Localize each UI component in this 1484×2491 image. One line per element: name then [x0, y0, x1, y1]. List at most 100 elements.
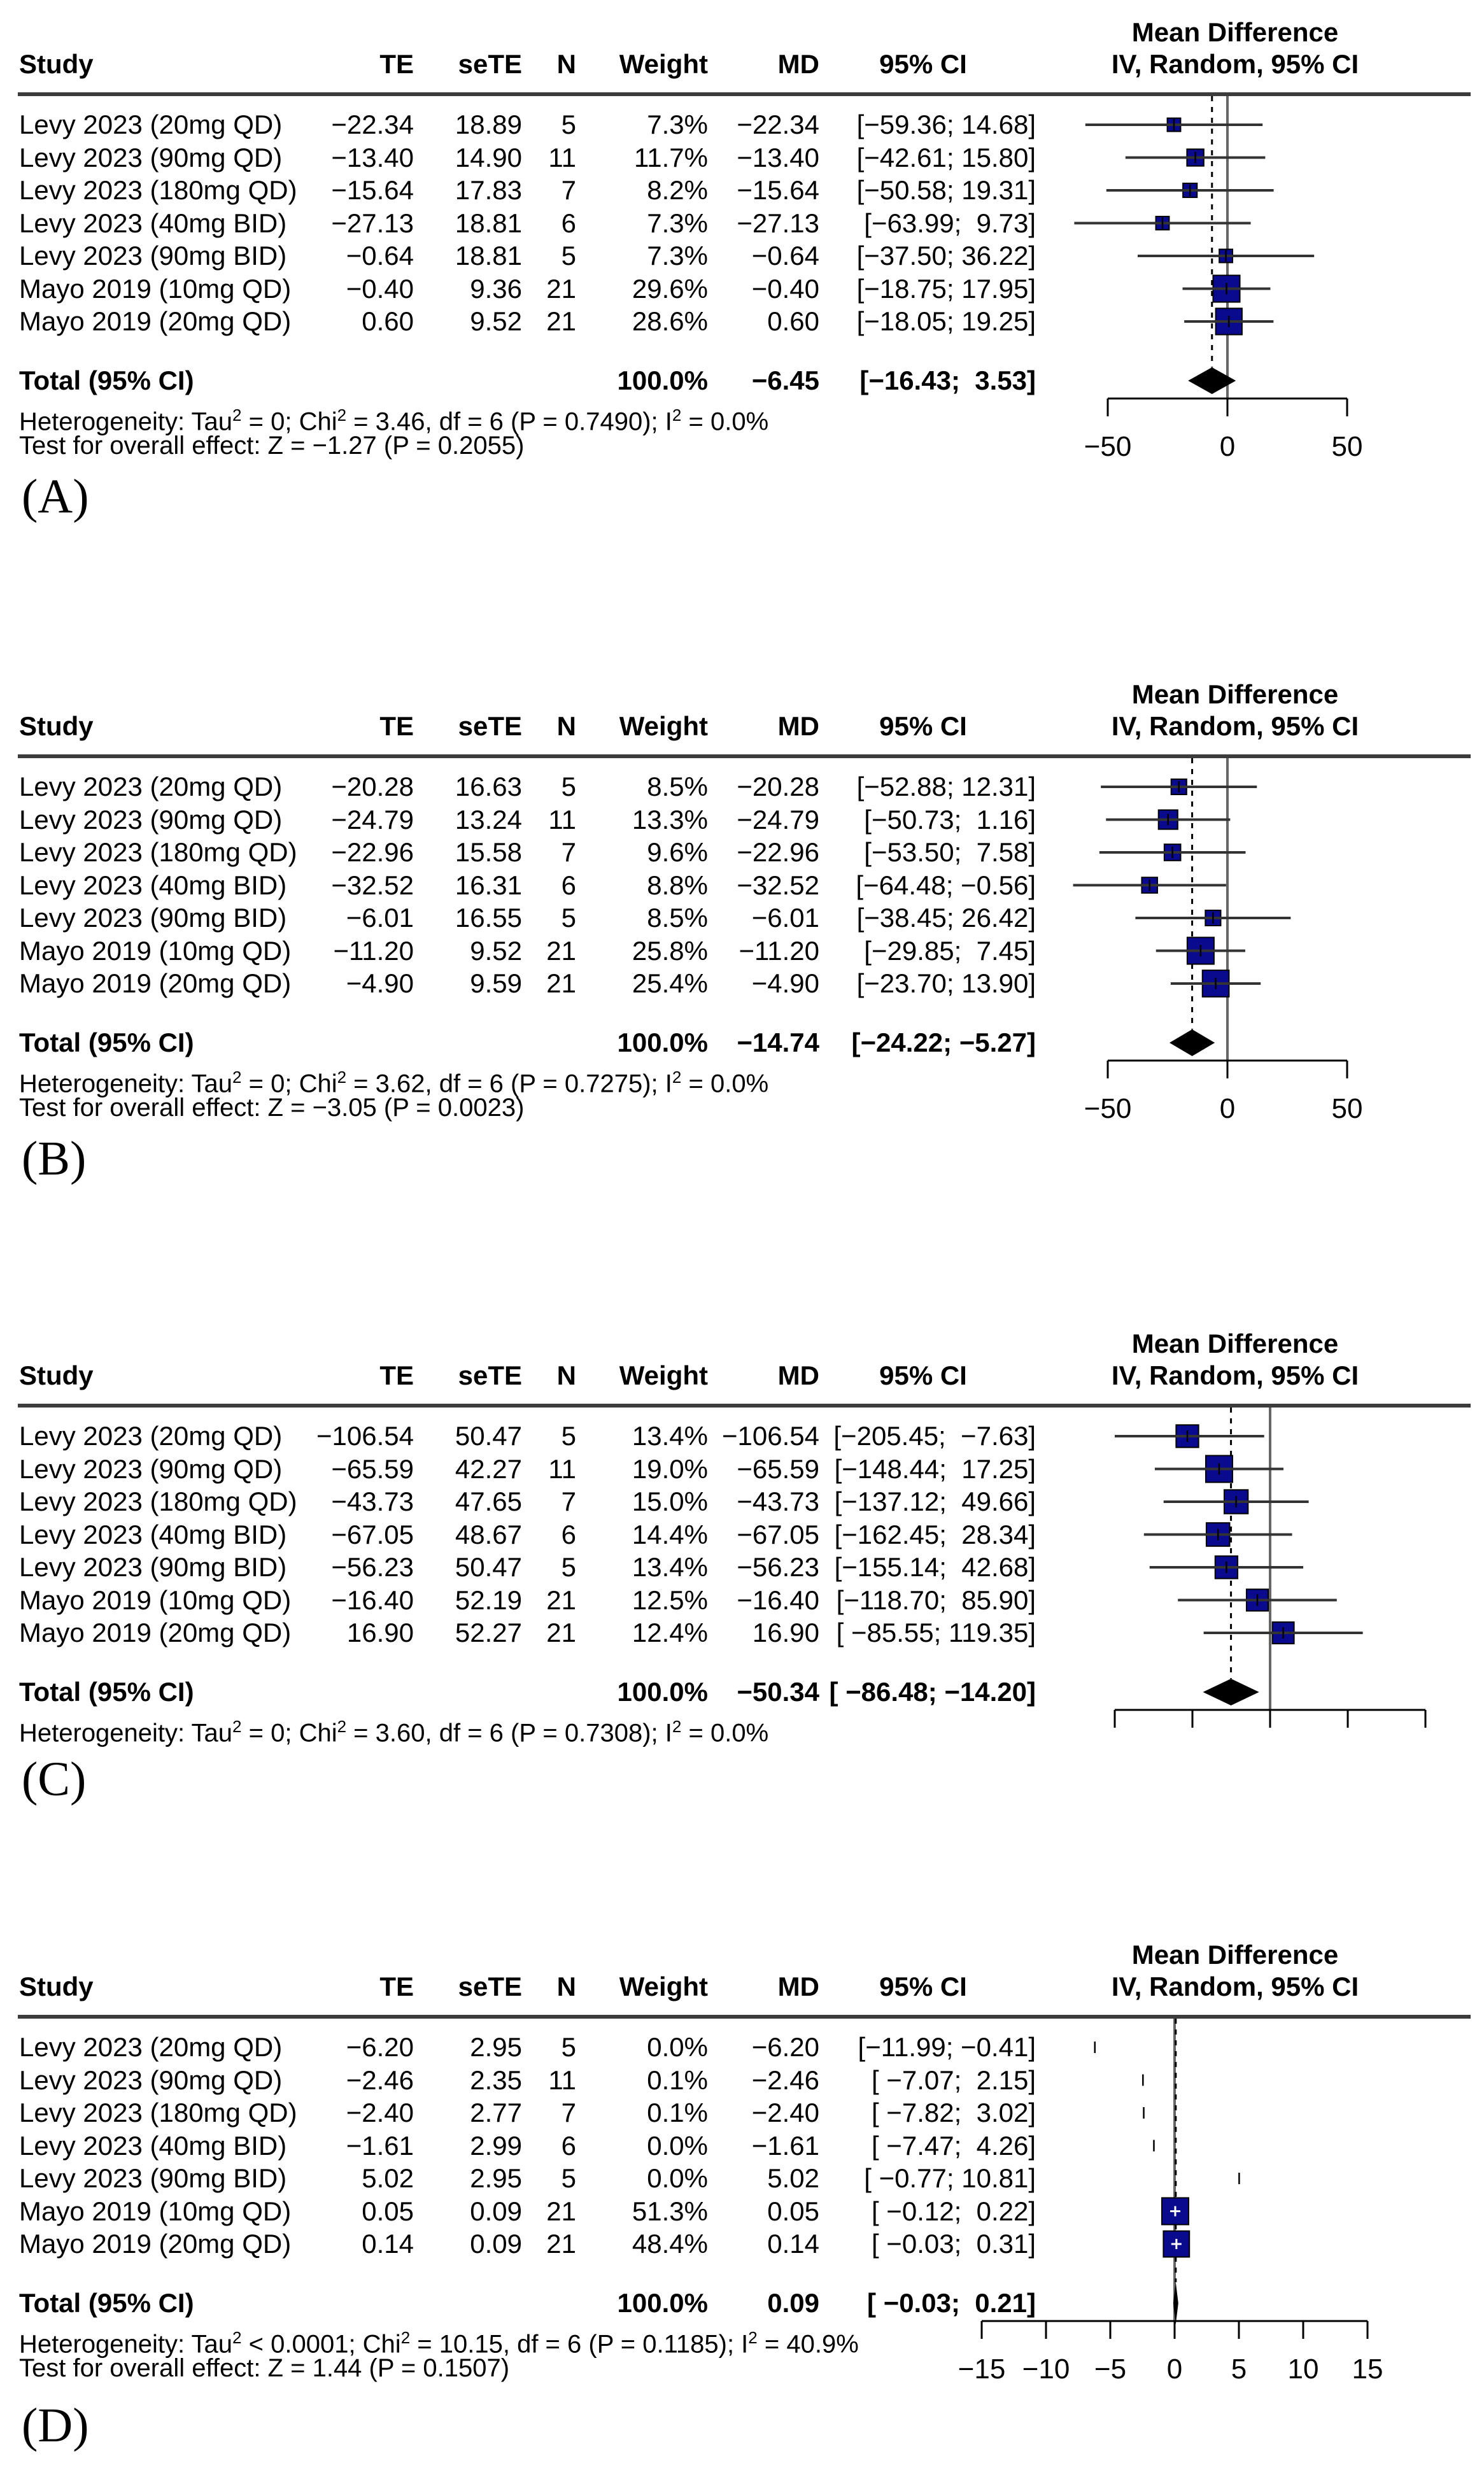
row-n: 7	[561, 175, 576, 205]
row-n: 5	[561, 241, 576, 271]
row-weight: 9.6%	[647, 837, 708, 867]
row-ci: [−137.12; 49.66]	[834, 1486, 1036, 1516]
row-weight: 0.0%	[647, 2130, 708, 2161]
plot-title-line1: Mean Difference	[1131, 1940, 1339, 1970]
column-header-ci: 95% CI	[879, 1972, 967, 2001]
forest-panel-c: Mean Difference IV, Random, 95% CI Study TE…	[0, 1311, 1484, 1973]
row-weight: 11.7%	[634, 142, 708, 173]
row-weight: 25.8%	[632, 935, 708, 966]
axis-tick-label: 0	[1220, 431, 1235, 462]
row-weight: 8.2%	[647, 175, 708, 205]
row-te: −2.46	[346, 2064, 414, 2095]
row-md: −6.20	[751, 2032, 819, 2062]
row-weight: 7.3%	[647, 208, 708, 238]
row-study: Levy 2023 (90mg BID)	[19, 903, 287, 933]
row-md: −0.64	[751, 241, 819, 271]
row-md: −20.28	[737, 772, 819, 801]
column-header-n: N	[556, 711, 576, 741]
row-ci: [−42.61; 15.80]	[856, 142, 1036, 173]
row-sete: 47.65	[455, 1486, 522, 1516]
row-sete: 50.47	[455, 1421, 522, 1451]
total-label: Total (95% CI)	[19, 365, 194, 395]
row-ci: [ −0.77; 10.81]	[864, 2163, 1036, 2193]
row-ci: [−11.99; −0.41]	[858, 2032, 1036, 2062]
het-superscript: 2	[748, 2328, 758, 2347]
het-superscript: 2	[672, 406, 682, 425]
row-ci: [−118.70; 85.90]	[836, 1584, 1036, 1615]
row-md: 0.60	[767, 306, 819, 336]
het-segment: Heterogeneity: Tau	[19, 1719, 233, 1747]
pooled-diamond	[1188, 367, 1236, 394]
row-md: −15.64	[737, 175, 819, 205]
header-rule	[18, 2015, 1471, 2019]
row-study: Levy 2023 (180mg QD)	[19, 175, 297, 205]
het-superscript: 2	[232, 2328, 242, 2347]
row-md: −27.13	[737, 208, 819, 238]
forest-plot-svg: −50 0 50	[1073, 758, 1362, 1124]
row-sete: 42.27	[455, 1453, 522, 1484]
column-header-n: N	[556, 49, 576, 79]
het-superscript: 2	[337, 1068, 347, 1087]
row-ci: [−50.58; 19.31]	[856, 175, 1036, 205]
axis-tick-label: −5	[1094, 2353, 1126, 2385]
row-md: −65.59	[737, 1453, 819, 1484]
row-weight: 12.5%	[632, 1584, 708, 1615]
axis-tick-label: 5	[1231, 2353, 1247, 2385]
row-sete: 2.95	[470, 2163, 522, 2193]
column-header-sete: seTE	[458, 1972, 522, 2001]
row-weight: 12.4%	[632, 1618, 708, 1648]
row-n: 5	[561, 903, 576, 933]
total-label: Total (95% CI)	[19, 2288, 194, 2318]
row-te: −22.34	[331, 109, 414, 139]
panel-label: (D)	[22, 2399, 89, 2452]
row-te: −1.61	[346, 2130, 414, 2161]
row-study: Levy 2023 (90mg BID)	[19, 1552, 287, 1582]
row-md: 16.90	[752, 1618, 819, 1648]
row-weight: 19.0%	[632, 1453, 708, 1484]
row-ci: [−162.45; 28.34]	[834, 1519, 1036, 1549]
header-rule	[18, 754, 1471, 758]
total-weight: 100.0%	[617, 1027, 708, 1057]
row-md: −0.40	[751, 273, 819, 304]
column-header-ci: 95% CI	[879, 1360, 967, 1390]
het-segment: = 3.46, df = 6 (P = 0.7490); I	[346, 407, 672, 436]
total-ci: [ −0.03; 0.21]	[867, 2288, 1036, 2318]
axis-tick-label: −10	[1022, 2353, 1070, 2385]
row-te: −27.13	[331, 208, 414, 238]
column-header-md: MD	[777, 49, 819, 79]
row-md: −16.40	[737, 1584, 819, 1615]
row-ci: [ −0.12; 0.22]	[871, 2196, 1036, 2226]
row-n: 21	[546, 1618, 576, 1648]
row-study: Levy 2023 (90mg QD)	[19, 142, 283, 173]
row-ci: [−64.48; −0.56]	[856, 870, 1036, 900]
row-sete: 48.67	[455, 1519, 522, 1549]
row-md: −2.40	[751, 2098, 819, 2128]
column-header-weight: Weight	[619, 1360, 708, 1390]
column-header-te: TE	[379, 1972, 414, 2001]
row-te: −4.90	[346, 968, 414, 998]
row-ci: [−63.99; 9.73]	[864, 208, 1036, 238]
row-md: −22.96	[737, 837, 819, 867]
row-weight: 29.6%	[632, 273, 708, 304]
column-header-study: Study	[19, 1972, 94, 2001]
row-weight: 7.3%	[647, 241, 708, 271]
row-n: 7	[561, 2098, 576, 2128]
row-sete: 14.90	[455, 142, 522, 173]
row-sete: 52.19	[455, 1584, 522, 1615]
forest-panel-b: Mean Difference IV, Random, 95% CI Study TE…	[0, 662, 1484, 1324]
panel-label: (C)	[22, 1753, 87, 1806]
row-study: Levy 2023 (90mg BID)	[19, 241, 287, 271]
row-te: −43.73	[331, 1486, 414, 1516]
heterogeneity-text: Heterogeneity: Tau2 < 0.0001; Chi2 = 10.…	[19, 2322, 974, 2358]
plot-title-line2: IV, Random, 95% CI	[1111, 711, 1359, 741]
row-te: −67.05	[331, 1519, 414, 1549]
row-md: −43.73	[737, 1486, 819, 1516]
row-weight: 0.1%	[647, 2098, 708, 2128]
row-te: −0.64	[346, 241, 414, 271]
het-superscript: 2	[232, 1068, 242, 1087]
het-superscript: 2	[672, 1068, 682, 1087]
row-te: 0.14	[362, 2229, 414, 2259]
row-n: 21	[546, 306, 576, 336]
row-weight: 13.4%	[632, 1421, 708, 1451]
row-te: −20.28	[331, 772, 414, 801]
